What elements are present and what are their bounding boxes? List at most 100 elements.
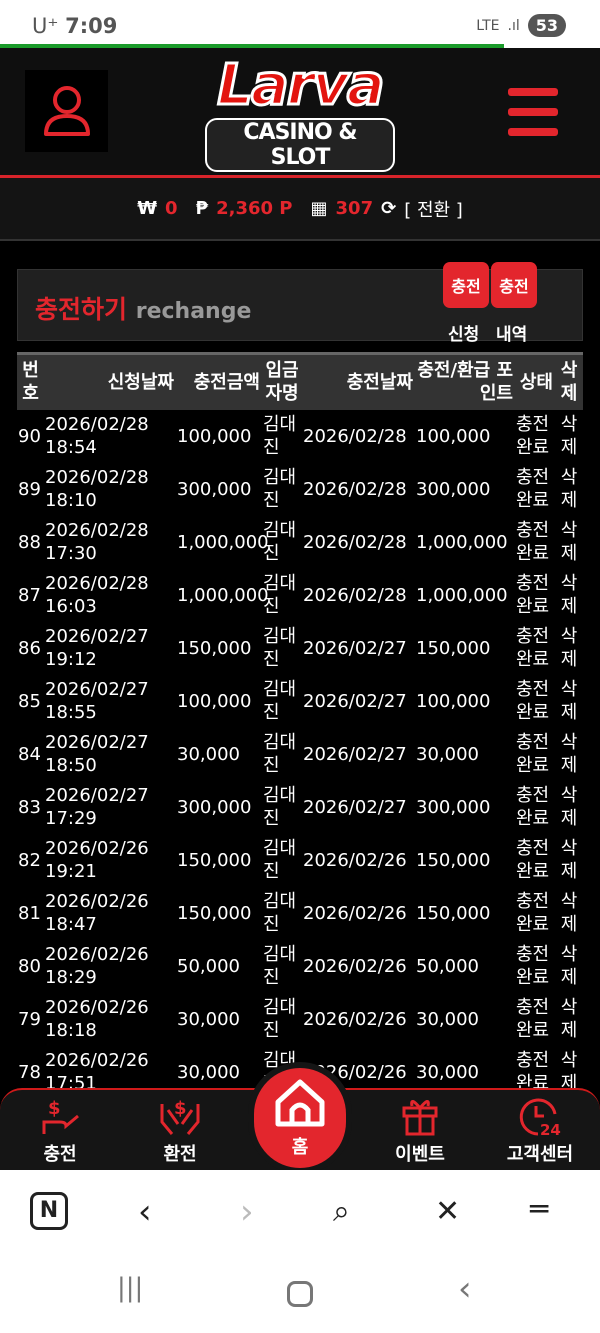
cell-points: 100,000 <box>416 425 491 447</box>
cell-status: 충전완료 <box>516 838 550 882</box>
column-header-charge-date: 충전날짜 <box>302 352 415 410</box>
cell-status: 충전완료 <box>516 520 550 564</box>
cell-status: 충전완료 <box>516 997 550 1041</box>
cell-delete[interactable]: 삭제 <box>560 785 578 829</box>
cell-delete[interactable]: 삭제 <box>560 414 578 458</box>
nav-home-label: 홈 <box>291 1137 309 1158</box>
cell-points: 50,000 <box>416 955 479 977</box>
cell-amount: 300,000 <box>177 478 252 500</box>
cell-delete[interactable]: 삭제 <box>560 467 578 511</box>
cell-delete[interactable]: 삭제 <box>560 520 578 564</box>
cell-points: 30,000 <box>416 743 479 765</box>
table-row: 90 2026/02/28 18:54 100,000 김대진 2026/02/28 10… <box>17 410 583 463</box>
nav-home[interactable]: 홈 <box>254 1068 346 1168</box>
search-icon[interactable]: ⌕ <box>333 1194 350 1229</box>
cell-number: 87 <box>18 584 41 606</box>
nav-support[interactable]: 24 고객센터 <box>490 1096 590 1166</box>
cell-charge-date: 2026/02/28 <box>303 584 407 606</box>
naver-icon[interactable]: N <box>30 1192 68 1230</box>
cell-charge-date: 2026/02/27 <box>303 690 407 712</box>
charge-history-label[interactable]: 내역 <box>496 325 528 345</box>
cell-depositor: 김대진 <box>263 838 297 882</box>
cell-points: 150,000 <box>416 849 491 871</box>
cell-delete[interactable]: 삭제 <box>560 732 578 776</box>
cell-number: 80 <box>18 955 41 977</box>
back-icon[interactable]: ‹ <box>138 1192 152 1232</box>
cell-request-date: 2026/02/27 18:55 <box>45 679 149 723</box>
cell-number: 89 <box>18 478 41 500</box>
close-icon[interactable]: ✕ <box>435 1194 461 1229</box>
cell-delete[interactable]: 삭제 <box>560 944 578 988</box>
table-row: 88 2026/02/28 17:30 1,000,000 김대진 2026/02/28… <box>17 516 583 569</box>
cell-amount: 150,000 <box>177 902 252 924</box>
point-balance: 2,360 P <box>216 198 293 219</box>
cell-amount: 30,000 <box>177 1008 240 1030</box>
cell-depositor: 김대진 <box>263 891 297 935</box>
forward-icon[interactable]: › <box>240 1192 254 1232</box>
cell-charge-date: 2026/02/26 <box>303 1008 407 1030</box>
cell-depositor: 김대진 <box>263 997 297 1041</box>
page-title: 충전하기 rechange <box>35 295 252 324</box>
menu-button[interactable] <box>508 88 558 148</box>
cell-number: 90 <box>18 425 41 447</box>
table-row: 87 2026/02/28 16:03 1,000,000 김대진 2026/02/28… <box>17 569 583 622</box>
home-system-icon[interactable] <box>287 1281 313 1307</box>
cell-delete[interactable]: 삭제 <box>560 573 578 617</box>
user-button[interactable] <box>25 70 108 152</box>
cell-status: 충전완료 <box>516 626 550 670</box>
app: Larva CASINO & SLOT ₩ 0 ₱ 2,360 P ▦ 307 … <box>0 48 600 1170</box>
cell-status: 충전완료 <box>516 944 550 988</box>
cell-points: 1,000,000 <box>416 584 508 606</box>
cell-delete[interactable]: 삭제 <box>560 626 578 670</box>
cell-charge-date: 2026/02/27 <box>303 637 407 659</box>
menu-icon[interactable]: ═ <box>530 1192 549 1227</box>
refresh-icon[interactable]: ⟳ <box>381 198 397 219</box>
cell-number: 84 <box>18 743 41 765</box>
logo[interactable]: Larva CASINO & SLOT <box>205 52 395 173</box>
cell-charge-date: 2026/02/26 <box>303 902 407 924</box>
cell-request-date: 2026/02/26 18:29 <box>45 944 149 988</box>
cell-depositor: 김대진 <box>263 785 297 829</box>
column-header-status: 상태 <box>515 352 555 410</box>
charge-icon: $ <box>42 1098 79 1134</box>
charge-history-table: 번호 신청날짜 충전금액 입금자명 충전날짜 충전/환급 포인트 상태 삭제 90 2026/0… <box>17 352 583 1099</box>
won-icon: ₩ <box>137 198 158 219</box>
charge-history-button[interactable]: 충전 <box>491 262 537 308</box>
cell-status: 충전완료 <box>516 573 550 617</box>
table-row: 80 2026/02/26 18:29 50,000 김대진 2026/02/26 50,… <box>17 940 583 993</box>
nav-event[interactable]: 이벤트 <box>370 1096 470 1166</box>
table-row: 84 2026/02/27 18:50 30,000 김대진 2026/02/27 30,… <box>17 728 583 781</box>
cell-charge-date: 2026/02/27 <box>303 796 407 818</box>
home-icon <box>275 1079 325 1127</box>
cell-points: 1,000,000 <box>416 531 508 553</box>
cell-charge-date: 2026/02/28 <box>303 478 407 500</box>
cell-request-date: 2026/02/26 18:47 <box>45 891 149 935</box>
cell-amount: 50,000 <box>177 955 240 977</box>
cell-amount: 300,000 <box>177 796 252 818</box>
status-bar: U⁺ 7:09 LTE .ıl 53 <box>0 0 600 46</box>
cell-depositor: 김대진 <box>263 626 297 670</box>
battery-indicator: 53 <box>527 14 566 37</box>
charge-request-button[interactable]: 충전 <box>443 262 489 308</box>
column-header-request-date: 신청날짜 <box>44 352 176 410</box>
cell-number: 81 <box>18 902 41 924</box>
header: Larva CASINO & SLOT <box>0 48 600 178</box>
column-header-amount: 충전금액 <box>176 352 262 410</box>
cell-request-date: 2026/02/27 18:50 <box>45 732 149 776</box>
recent-apps-icon[interactable]: ||| <box>117 1273 144 1303</box>
cell-amount: 150,000 <box>177 637 252 659</box>
nav-charge[interactable]: $ 충전 <box>10 1096 110 1166</box>
charge-request-label[interactable]: 신청 <box>448 325 480 345</box>
cell-delete[interactable]: 삭제 <box>560 891 578 935</box>
switch-button[interactable]: [ 전환 ] <box>404 199 463 221</box>
cell-status: 충전완료 <box>516 732 550 776</box>
cell-number: 79 <box>18 1008 41 1030</box>
cell-depositor: 김대진 <box>263 414 297 458</box>
cell-delete[interactable]: 삭제 <box>560 997 578 1041</box>
cell-delete[interactable]: 삭제 <box>560 679 578 723</box>
nav-exchange[interactable]: $ 환전 <box>130 1096 230 1166</box>
back-system-icon[interactable]: ‹ <box>458 1269 472 1309</box>
exchange-icon: $ <box>160 1098 200 1135</box>
cell-charge-date: 2026/02/28 <box>303 425 407 447</box>
cell-delete[interactable]: 삭제 <box>560 838 578 882</box>
